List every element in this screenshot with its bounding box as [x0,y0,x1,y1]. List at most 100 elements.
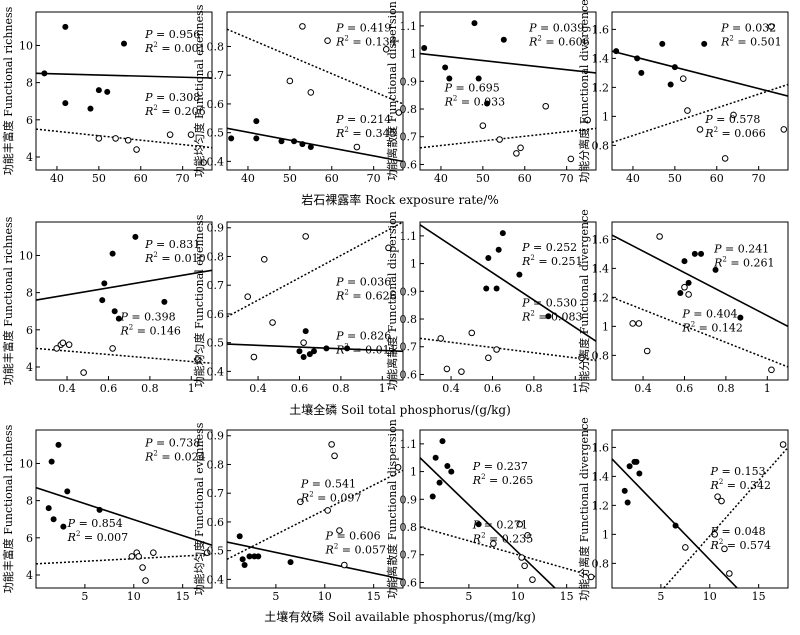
fit-line-open [420,526,596,578]
data-point-filled [109,250,116,257]
plot-frame [226,221,404,381]
y-tick-label: 10 [19,39,33,52]
data-point-filled [310,348,317,355]
y-tick-label: 0.9 [207,430,225,443]
y-tick-label: 8 [26,287,33,300]
y-tick-label: 0.9 [400,75,418,88]
data-point-filled [255,553,262,560]
data-point-open [53,345,61,352]
stat-label: R2 = 0.342 [710,478,771,492]
data-point-open [300,339,307,346]
data-point-filled [685,279,692,286]
stat-label: R2 = 0.066 [704,126,765,140]
data-point-open [286,77,294,85]
data-point-open [726,570,733,577]
y-axis-label: 功能分离度 Functional divergence [577,417,591,601]
data-point-open [95,135,103,142]
stat-label: P = 0.398 [119,310,175,323]
y-tick-label: 1.6 [592,233,610,246]
data-point-open [395,109,403,116]
data-point-filled [677,290,684,297]
data-point-open [203,549,211,556]
fit-line-filled [612,50,788,97]
data-point-open [331,452,338,460]
y-tick-label: 10 [19,249,33,262]
stat-label: P = 0.831 [144,238,200,251]
data-point-filled [444,463,451,470]
data-point-open [385,244,392,252]
fit-line-open [612,83,788,144]
y-tick-label: 0.7 [207,279,225,292]
data-point-open [584,116,591,124]
stat-label: R2 = 0.057 [325,543,386,557]
data-point-filled [296,348,303,355]
data-point-open [485,354,492,362]
data-point-open [302,233,309,240]
y-tick-label: 0.6 [400,576,418,589]
data-point-open [518,554,525,561]
data-point-open [767,23,775,30]
plot-frame [226,429,404,589]
x-tick-label: 0.6 [291,382,309,395]
y-tick-label: 0.6 [207,516,225,529]
plot-frame [611,221,789,381]
data-point-open [194,356,201,363]
data-point-open [685,291,692,298]
data-point-open [200,159,207,166]
data-point-open [382,46,390,53]
row1-x-axis-label: 岩石裸露率 Rock exposure rate/% [301,193,499,207]
x-tick-label: 70 [367,172,381,185]
data-point-open [496,136,503,143]
data-point-open [684,107,691,114]
y-tick-label: 0.8 [400,521,418,534]
stat-label: P = 0.308 [144,91,200,104]
data-point-filled [633,458,640,465]
y-tick-label: 0.7 [400,131,418,144]
fit-line-filled [420,224,596,342]
stat-label: R2 = 0.235 [472,531,533,545]
y-tick-label: 0.6 [400,368,418,381]
data-point-filled [493,285,500,292]
data-point-open [458,368,465,375]
y-tick-label: 1.1 [400,438,418,451]
data-point-filled [228,135,235,142]
data-point-open [142,577,149,584]
stat-label: R2 = 0.501 [720,34,781,48]
y-tick-label: 1 [602,110,609,123]
x-tick-label: 70 [560,172,574,185]
fit-line-filled [227,343,403,353]
data-point-open [299,23,306,30]
x-tick-label: 5 [272,590,279,603]
stat-label: R2 = 0.146 [119,323,180,337]
data-point-filled [48,458,55,465]
x-tick-label: 15 [367,590,381,603]
y-tick-label: 1 [410,466,417,479]
stat-label: P = 0.695 [444,82,500,95]
y-tick-label: 6 [26,532,33,545]
data-point-open [711,531,718,538]
y-tick-label: 0.9 [400,285,418,298]
y-tick-label: 1.6 [592,23,610,36]
fit-line-open [227,222,403,318]
plot-frame [611,429,789,589]
data-point-open [567,155,575,163]
data-point-open [328,441,335,448]
stat-label: P = 0.419 [335,21,391,34]
y-tick-label: 0.8 [592,349,610,362]
y-tick-label: 0.5 [207,127,225,140]
plot-frame [226,11,404,171]
y-tick-label: 0.8 [592,557,610,570]
y-tick-label: 0.6 [400,158,418,171]
x-tick-label: 0.8 [717,382,735,395]
data-point-filled [712,266,719,273]
data-point-filled [95,87,102,94]
stat-label: P = 0.541 [300,477,356,490]
data-point-filled [99,297,106,304]
data-point-filled [448,468,455,475]
y-tick-label: 0.8 [207,40,225,53]
y-tick-label: 0.6 [207,308,225,321]
data-point-open [324,37,331,45]
x-tick-label: 0.4 [442,382,460,395]
data-point-open [65,341,73,348]
